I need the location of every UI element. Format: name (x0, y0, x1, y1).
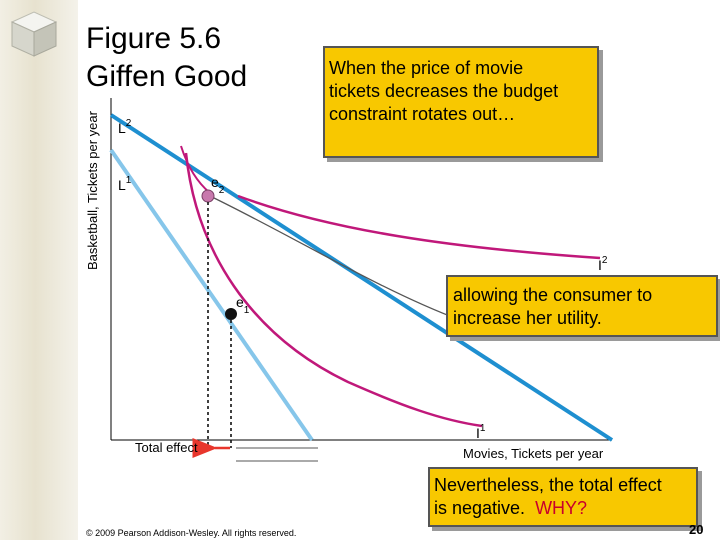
equilibrium-point-e2 (201, 189, 215, 203)
y-axis-label: Basketball, Tickets per year (85, 110, 100, 270)
question-callout-box: Nevertheless, the total effect is negati… (428, 467, 698, 527)
new-budget-line (109, 113, 614, 442)
equilibrium-point-e1 (225, 308, 237, 320)
top-callout-line-1: When the price of movie (329, 58, 524, 78)
page-number: 20 (689, 522, 704, 537)
middle-callout-box: allowing the consumer to increase her ut… (446, 275, 718, 337)
page-title-line-2: Giffen Good (86, 60, 248, 93)
decorative-side-strip (0, 0, 78, 540)
glass-cube-icon (10, 11, 58, 57)
indifference-curve-i1-label: I1 (476, 423, 486, 441)
original-budget-line (109, 148, 314, 442)
middle-callout-line-1: allowing the consumer to (453, 285, 653, 305)
budget-line-l2-label: L2 (118, 118, 132, 136)
x-axis-label: Movies, Tickets per year (463, 446, 604, 461)
indifference-curve-i2-label: I2 (598, 255, 608, 273)
page-title-line-1: Figure 5.6 (86, 22, 222, 55)
total-effect-label: Total effect (135, 440, 198, 455)
indifference-curve-i1 (184, 152, 483, 428)
question-line-1: Nevertheless, the total effect (434, 475, 662, 495)
budget-line-l1-label: L1 (118, 175, 132, 193)
question-line-2: is negative. WHY? (434, 498, 587, 519)
middle-callout-line-2: increase her utility. (453, 308, 602, 328)
equilibrium-e1-label: e1 (236, 294, 250, 316)
top-callout-box: When the price of movie tickets decrease… (323, 46, 599, 158)
demand-connector-curve (211, 196, 461, 321)
indifference-curve-i2 (237, 194, 601, 260)
copyright-text: © 2009 Pearson Addison-Wesley. All right… (86, 528, 297, 538)
top-callout-line-2: tickets decreases the budget (329, 81, 559, 101)
equilibrium-e2-label: e2 (211, 174, 225, 196)
question-line-2-text: is negative. (434, 498, 536, 518)
top-callout-line-3: constraint rotates out… (329, 104, 516, 124)
why-emphasis: WHY? (535, 498, 588, 518)
